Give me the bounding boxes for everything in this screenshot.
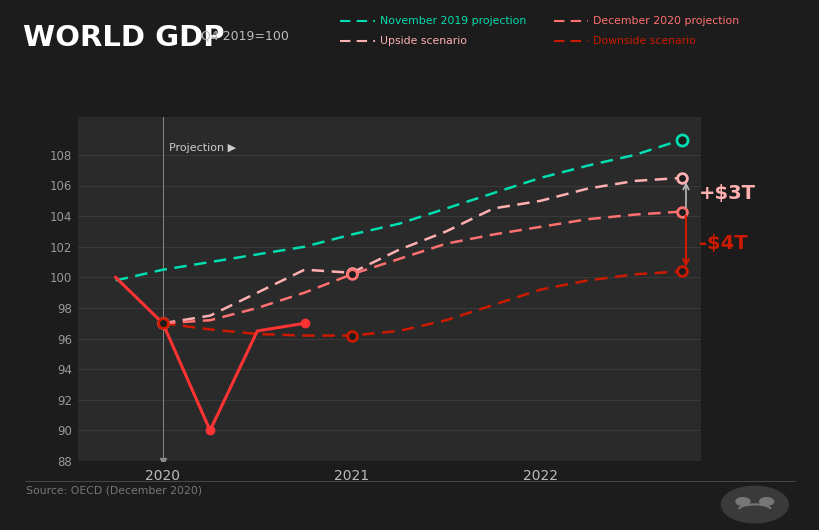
Circle shape — [735, 498, 749, 505]
Text: Source: OECD (December 2020): Source: OECD (December 2020) — [26, 485, 202, 495]
Text: December 2020 projection: December 2020 projection — [592, 16, 738, 26]
Text: Upside scenario: Upside scenario — [379, 37, 466, 46]
Text: November 2019 projection: November 2019 projection — [379, 16, 525, 26]
Text: WORLD GDP: WORLD GDP — [23, 24, 224, 52]
Text: Projection ▶: Projection ▶ — [169, 143, 235, 153]
Circle shape — [721, 486, 787, 523]
Text: Downside scenario: Downside scenario — [592, 37, 695, 46]
Text: +$3T: +$3T — [699, 184, 755, 202]
Text: -$4T: -$4T — [699, 234, 747, 253]
Text: Q4 2019=100: Q4 2019=100 — [201, 29, 288, 42]
Circle shape — [758, 498, 772, 505]
